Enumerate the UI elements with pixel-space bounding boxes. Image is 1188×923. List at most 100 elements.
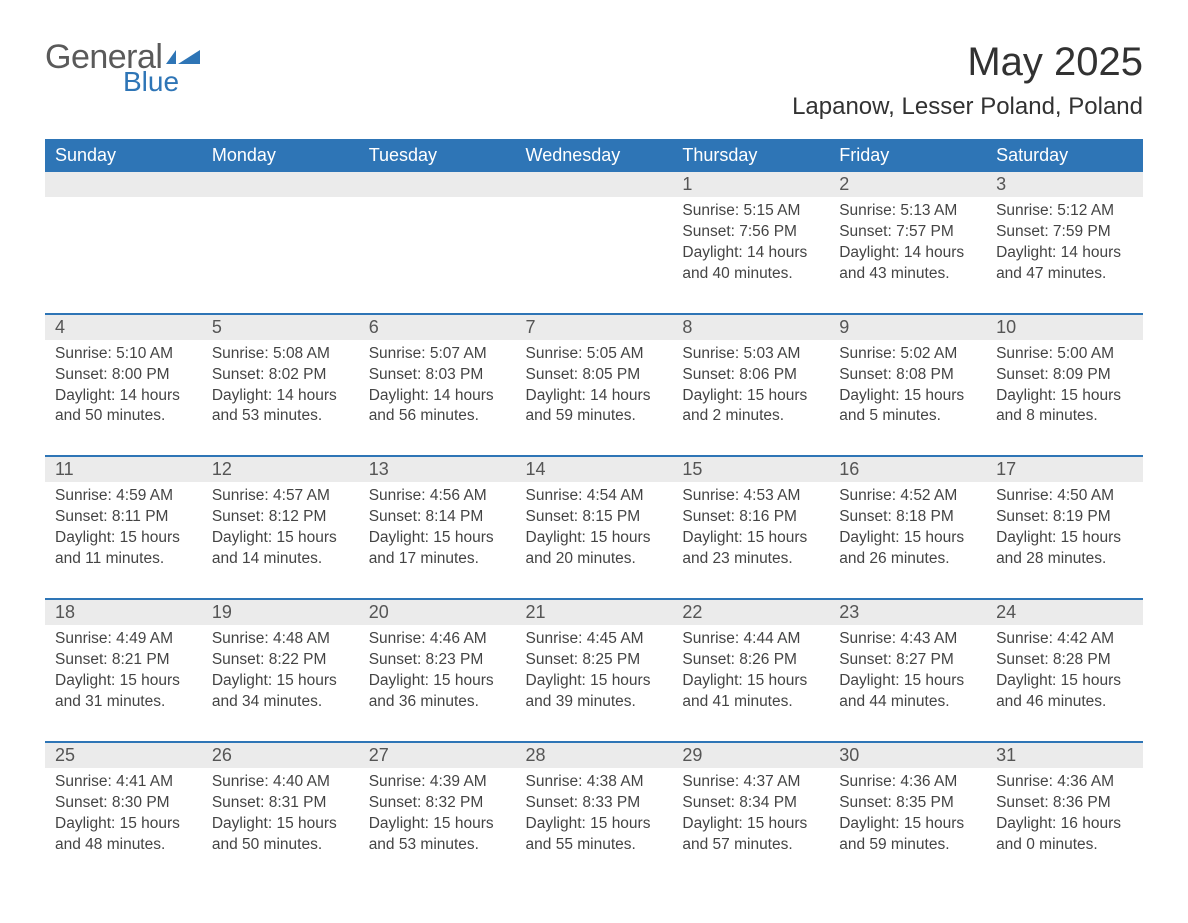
daylight-line: Daylight: 15 hours and 44 minutes. (839, 671, 976, 713)
calendar-day-content-cell: Sunrise: 4:50 AMSunset: 8:19 PMDaylight:… (986, 482, 1143, 599)
day-content: Sunrise: 4:48 AMSunset: 8:22 PMDaylight:… (202, 625, 359, 741)
calendar-day-content-cell: Sunrise: 4:56 AMSunset: 8:14 PMDaylight:… (359, 482, 516, 599)
calendar-day-number-cell: 1 (672, 172, 829, 197)
calendar-day-content-cell: Sunrise: 5:13 AMSunset: 7:57 PMDaylight:… (829, 197, 986, 314)
sunrise-line: Sunrise: 5:08 AM (212, 344, 349, 365)
sunrise-line: Sunrise: 4:52 AM (839, 486, 976, 507)
day-number: 7 (516, 315, 673, 340)
calendar-day-content-cell: Sunrise: 4:43 AMSunset: 8:27 PMDaylight:… (829, 625, 986, 742)
calendar-header-row: SundayMondayTuesdayWednesdayThursdayFrid… (45, 139, 1143, 172)
daylight-line: Daylight: 15 hours and 5 minutes. (839, 386, 976, 428)
calendar-day-content-cell: Sunrise: 4:38 AMSunset: 8:33 PMDaylight:… (516, 768, 673, 884)
calendar-day-content-cell: Sunrise: 4:36 AMSunset: 8:36 PMDaylight:… (986, 768, 1143, 884)
calendar-day-content-cell: Sunrise: 4:42 AMSunset: 8:28 PMDaylight:… (986, 625, 1143, 742)
day-number: 10 (986, 315, 1143, 340)
sunrise-line: Sunrise: 4:53 AM (682, 486, 819, 507)
daylight-line: Daylight: 15 hours and 28 minutes. (996, 528, 1133, 570)
day-content: Sunrise: 4:49 AMSunset: 8:21 PMDaylight:… (45, 625, 202, 741)
sunset-line: Sunset: 8:33 PM (526, 793, 663, 814)
calendar-day-content-cell: Sunrise: 4:45 AMSunset: 8:25 PMDaylight:… (516, 625, 673, 742)
daylight-line: Daylight: 15 hours and 46 minutes. (996, 671, 1133, 713)
logo-word-blue: Blue (123, 68, 200, 96)
sunrise-line: Sunrise: 4:42 AM (996, 629, 1133, 650)
calendar-day-content-cell: Sunrise: 5:03 AMSunset: 8:06 PMDaylight:… (672, 340, 829, 457)
sunset-line: Sunset: 8:27 PM (839, 650, 976, 671)
daylight-line: Daylight: 15 hours and 55 minutes. (526, 814, 663, 856)
calendar-day-number-cell: 14 (516, 456, 673, 482)
calendar-day-content-cell: Sunrise: 4:37 AMSunset: 8:34 PMDaylight:… (672, 768, 829, 884)
sunset-line: Sunset: 8:35 PM (839, 793, 976, 814)
calendar-day-number-cell: 18 (45, 599, 202, 625)
sunrise-line: Sunrise: 5:13 AM (839, 201, 976, 222)
day-number: 8 (672, 315, 829, 340)
weekday-header: Wednesday (516, 139, 673, 172)
daylight-line: Daylight: 14 hours and 53 minutes. (212, 386, 349, 428)
sunset-line: Sunset: 8:06 PM (682, 365, 819, 386)
day-number: 5 (202, 315, 359, 340)
daylight-line: Daylight: 15 hours and 8 minutes. (996, 386, 1133, 428)
sunset-line: Sunset: 8:21 PM (55, 650, 192, 671)
day-number: 17 (986, 457, 1143, 482)
daylight-line: Daylight: 15 hours and 59 minutes. (839, 814, 976, 856)
day-number: 3 (986, 172, 1143, 197)
day-content: Sunrise: 4:57 AMSunset: 8:12 PMDaylight:… (202, 482, 359, 598)
calendar-day-content-cell: Sunrise: 5:05 AMSunset: 8:05 PMDaylight:… (516, 340, 673, 457)
day-content: Sunrise: 4:41 AMSunset: 8:30 PMDaylight:… (45, 768, 202, 884)
day-content: Sunrise: 5:13 AMSunset: 7:57 PMDaylight:… (829, 197, 986, 313)
daylight-line: Daylight: 15 hours and 2 minutes. (682, 386, 819, 428)
sunrise-line: Sunrise: 5:00 AM (996, 344, 1133, 365)
daylight-line: Daylight: 15 hours and 36 minutes. (369, 671, 506, 713)
sunrise-line: Sunrise: 4:36 AM (839, 772, 976, 793)
weekday-header: Tuesday (359, 139, 516, 172)
calendar-day-number-cell: 24 (986, 599, 1143, 625)
sunrise-line: Sunrise: 4:43 AM (839, 629, 976, 650)
calendar-day-number-cell: 28 (516, 742, 673, 768)
calendar-day-number-cell: 9 (829, 314, 986, 340)
day-content: Sunrise: 4:39 AMSunset: 8:32 PMDaylight:… (359, 768, 516, 884)
sunrise-line: Sunrise: 5:07 AM (369, 344, 506, 365)
day-content: Sunrise: 4:46 AMSunset: 8:23 PMDaylight:… (359, 625, 516, 741)
day-number: 29 (672, 743, 829, 768)
day-number: 4 (45, 315, 202, 340)
day-number (516, 172, 673, 196)
calendar-day-number-cell (45, 172, 202, 197)
day-content: Sunrise: 5:08 AMSunset: 8:02 PMDaylight:… (202, 340, 359, 456)
sunset-line: Sunset: 8:32 PM (369, 793, 506, 814)
day-content: Sunrise: 4:38 AMSunset: 8:33 PMDaylight:… (516, 768, 673, 884)
weekday-header: Monday (202, 139, 359, 172)
sunset-line: Sunset: 8:34 PM (682, 793, 819, 814)
day-content: Sunrise: 4:42 AMSunset: 8:28 PMDaylight:… (986, 625, 1143, 741)
daylight-line: Daylight: 15 hours and 39 minutes. (526, 671, 663, 713)
day-number: 20 (359, 600, 516, 625)
day-number: 12 (202, 457, 359, 482)
page-header: General Blue May 2025 Lapanow, Lesser Po… (45, 40, 1143, 121)
calendar-day-number-cell: 22 (672, 599, 829, 625)
day-content: Sunrise: 5:00 AMSunset: 8:09 PMDaylight:… (986, 340, 1143, 456)
sunrise-line: Sunrise: 5:05 AM (526, 344, 663, 365)
daylight-line: Daylight: 15 hours and 11 minutes. (55, 528, 192, 570)
calendar-day-content-cell: Sunrise: 5:02 AMSunset: 8:08 PMDaylight:… (829, 340, 986, 457)
day-content: Sunrise: 4:54 AMSunset: 8:15 PMDaylight:… (516, 482, 673, 598)
sunset-line: Sunset: 8:25 PM (526, 650, 663, 671)
daylight-line: Daylight: 15 hours and 57 minutes. (682, 814, 819, 856)
daylight-line: Daylight: 15 hours and 31 minutes. (55, 671, 192, 713)
daylight-line: Daylight: 16 hours and 0 minutes. (996, 814, 1133, 856)
sunset-line: Sunset: 8:02 PM (212, 365, 349, 386)
calendar-day-number-cell: 16 (829, 456, 986, 482)
daylight-line: Daylight: 15 hours and 23 minutes. (682, 528, 819, 570)
sunset-line: Sunset: 8:16 PM (682, 507, 819, 528)
sunrise-line: Sunrise: 4:49 AM (55, 629, 192, 650)
day-number: 21 (516, 600, 673, 625)
calendar-day-content-cell: Sunrise: 4:52 AMSunset: 8:18 PMDaylight:… (829, 482, 986, 599)
daylight-line: Daylight: 15 hours and 26 minutes. (839, 528, 976, 570)
day-content: Sunrise: 5:03 AMSunset: 8:06 PMDaylight:… (672, 340, 829, 456)
day-number: 31 (986, 743, 1143, 768)
daylight-line: Daylight: 14 hours and 59 minutes. (526, 386, 663, 428)
day-content: Sunrise: 5:07 AMSunset: 8:03 PMDaylight:… (359, 340, 516, 456)
day-content: Sunrise: 4:53 AMSunset: 8:16 PMDaylight:… (672, 482, 829, 598)
calendar-day-number-cell: 13 (359, 456, 516, 482)
calendar-day-number-cell: 8 (672, 314, 829, 340)
sunrise-line: Sunrise: 4:50 AM (996, 486, 1133, 507)
daylight-line: Daylight: 15 hours and 48 minutes. (55, 814, 192, 856)
calendar-table: SundayMondayTuesdayWednesdayThursdayFrid… (45, 139, 1143, 883)
